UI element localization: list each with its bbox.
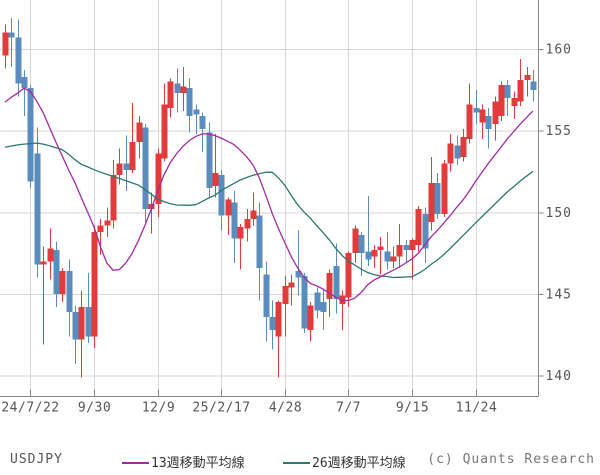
x-axis-tick-label: 12/9	[142, 401, 175, 416]
copyright-label: (c) Quants Research	[427, 452, 595, 467]
x-axis-tick-label: 9/15	[396, 401, 429, 416]
y-axis-tick-label: 150	[546, 206, 572, 221]
x-axis-tick-label: 11/24	[456, 401, 498, 416]
ma13-line-swatch	[122, 461, 149, 464]
legend-ma26: 26週移動平均線	[283, 452, 406, 471]
ma13-label: 13週移動平均線	[151, 456, 245, 471]
candlestick-chart: 140 145 150 155 160 24/7/22 9/30 12/9 25/2/17 4/2…	[0, 0, 572, 416]
x-axis-tick-label: 9/30	[78, 401, 111, 416]
y-axis-tick-label: 160	[546, 43, 572, 58]
ma26-line-swatch	[283, 461, 310, 464]
chart-footer: USDJPY 13週移動平均線 26週移動平均線 (c) Quants Rese…	[0, 451, 600, 471]
x-axis-tick-label: 25/2/17	[192, 401, 250, 416]
x-axis-tick-label: 7/7	[336, 401, 361, 416]
x-axis-tick-label: 4/28	[269, 401, 302, 416]
x-axis-tick-label: 24/7/22	[1, 401, 59, 416]
y-axis-tick-label: 140	[546, 369, 572, 384]
ma26-label: 26週移動平均線	[312, 456, 406, 471]
y-axis-tick-label: 145	[546, 288, 572, 303]
y-axis-tick-label: 155	[546, 124, 572, 139]
symbol-label: USDJPY	[10, 452, 63, 467]
legend-ma13: 13週移動平均線	[122, 452, 245, 471]
